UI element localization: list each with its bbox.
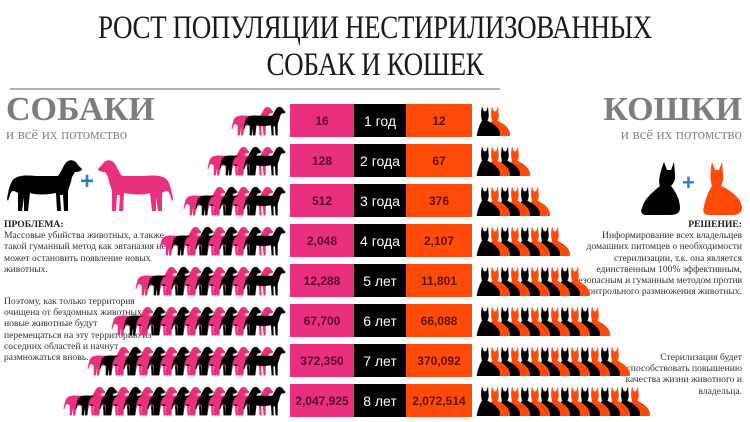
table-row: 128 2 года 67 (290, 144, 472, 177)
solution-text: Информирование всех владельцев домашних … (570, 230, 742, 298)
period-label: 6 лет (354, 304, 406, 337)
black-cat-icon (641, 162, 680, 215)
period-label: 4 года (354, 224, 406, 257)
dog-count: 12,288 (290, 264, 354, 297)
cats-paragraph2: Стерилизация будет способствовать повыше… (625, 352, 743, 397)
cat-count: 66,088 (406, 304, 472, 337)
cats-heading: КОШКИ (603, 91, 742, 128)
dog-count: 16 (290, 104, 354, 137)
cat-icons-group (476, 106, 510, 136)
plus-icon: + (80, 168, 95, 195)
pink-dog-icon (98, 160, 173, 211)
dog-icons-group (183, 186, 286, 216)
page-title-line1: РОСТ ПОПУЛЯЦИИ НЕСТИРИЛИЗОВАННЫХ (98, 10, 652, 46)
cat-count: 376 (406, 184, 472, 217)
solution-text-block: РЕШЕНИЕ: Информирование всех владельцев … (567, 219, 742, 297)
problem-text: Массовые убийства животных, а также тако… (4, 230, 166, 275)
cat-icons-group (476, 306, 610, 336)
title-divider (10, 88, 500, 90)
cat-icons-group (476, 346, 630, 376)
cat-count: 11,801 (406, 264, 472, 297)
cat-icons-group (476, 186, 550, 216)
solution-label: РЕШЕНИЕ: (688, 219, 742, 230)
cat-icons-group (476, 146, 530, 176)
cat-icons-group (476, 266, 590, 296)
cat-count: 2,072,514 (406, 384, 472, 417)
dog-count: 67,700 (290, 304, 354, 337)
cat-icons-group (476, 226, 570, 256)
period-label: 8 лет (354, 384, 406, 417)
black-dog-icon (7, 160, 82, 211)
dog-icons-group (87, 346, 286, 376)
plus-icon: + (682, 170, 695, 195)
table-row: 512 3 года 376 (290, 184, 472, 217)
orange-cat-icon (703, 162, 742, 215)
table-row: 16 1 год 12 (290, 104, 472, 137)
dog-icons-group (159, 226, 286, 256)
period-label: 7 лет (354, 344, 406, 377)
dogs-paragraph2: Поэтому, как только территория очищена о… (4, 296, 152, 364)
cat-count: 67 (406, 144, 472, 177)
period-label: 3 года (354, 184, 406, 217)
dog-count: 512 (290, 184, 354, 217)
cat-icons-group (476, 386, 650, 416)
cats-subheading: и всё их потомство (620, 127, 742, 143)
table-row: 12,288 5 лет 11,801 (290, 264, 472, 297)
dog-icons-group (135, 266, 286, 296)
dog-icons-group (207, 146, 286, 176)
dog-icons-group (231, 106, 286, 136)
dog-icons-group (63, 386, 286, 416)
table-row: 67,700 6 лет 66,088 (290, 304, 472, 337)
cat-count: 370,092 (406, 344, 472, 377)
period-label: 1 год (354, 104, 406, 137)
dog-count: 128 (290, 144, 354, 177)
dog-count: 372,350 (290, 344, 354, 377)
cat-count: 2,107 (406, 224, 472, 257)
problem-text-block: ПРОБЛЕМА: Массовые убийства животных, а … (4, 219, 169, 275)
dog-count: 2,048 (290, 224, 354, 257)
dog-icons-group (111, 306, 286, 336)
dogs-heading: СОБАКИ (6, 91, 155, 128)
page-title-line2: СОБАК И КОШЕК (266, 47, 484, 83)
table-row: 372,350 7 лет 370,092 (290, 344, 472, 377)
problem-label: ПРОБЛЕМА: (4, 219, 64, 230)
table-row: 2,048 4 года 2,107 (290, 224, 472, 257)
period-label: 5 лет (354, 264, 406, 297)
dogs-subheading: и всё их потомство (6, 127, 128, 143)
table-row: 2,047,925 8 лет 2,072,514 (290, 384, 472, 417)
dog-count: 2,047,925 (290, 384, 354, 417)
cat-count: 12 (406, 104, 472, 137)
period-label: 2 года (354, 144, 406, 177)
